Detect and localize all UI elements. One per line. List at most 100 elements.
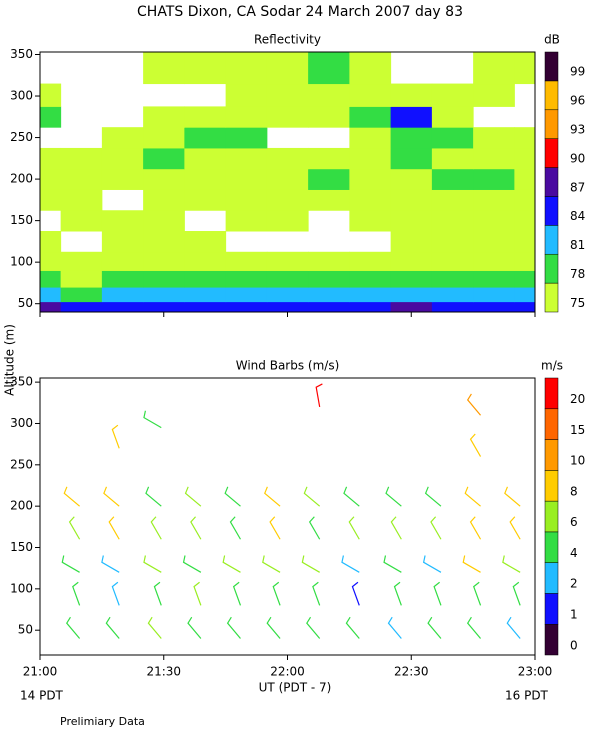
reflectivity-cell <box>143 106 185 128</box>
reflectivity-cell <box>40 106 62 128</box>
reflectivity-cell <box>60 270 103 288</box>
x-tick-label: 21:00 <box>23 665 58 679</box>
wind-barb <box>512 581 521 606</box>
colorbar-swatch <box>544 282 559 313</box>
reflectivity-cell <box>143 168 185 190</box>
reflectivity-cell <box>40 287 62 303</box>
reflectivity-cell <box>390 270 433 288</box>
wind-barb <box>351 581 360 606</box>
reflectivity-cell <box>266 189 309 211</box>
wind-barb <box>315 383 323 408</box>
panel-title: Reflectivity <box>254 33 321 47</box>
reflectivity-cell <box>308 301 350 313</box>
y-tick-label: 150 <box>10 540 33 554</box>
left-note: 14 PDT <box>20 689 64 703</box>
wind-barb <box>232 581 242 606</box>
wind-barb <box>509 516 521 540</box>
x-tick-label: 22:30 <box>394 665 429 679</box>
wind-barb <box>430 516 442 540</box>
wind-barb <box>229 516 241 540</box>
reflectivity-cell <box>349 52 392 85</box>
reflectivity-cell <box>308 147 350 170</box>
wind-barb <box>502 555 521 573</box>
reflectivity-cell <box>143 231 185 253</box>
reflectivity-cell <box>431 270 474 288</box>
x-axis-label: UT (PDT - 7) <box>259 681 332 695</box>
reflectivity-cell <box>184 231 227 253</box>
reflectivity-cell <box>308 106 350 128</box>
reflectivity-cell <box>473 301 515 313</box>
reflectivity-cell <box>60 251 103 271</box>
reflectivity-cell <box>431 287 474 303</box>
reflectivity-cell <box>225 83 268 107</box>
reflectivity-cell <box>473 83 515 107</box>
colorbar-tick-label: 0 <box>570 638 578 652</box>
reflectivity-cell <box>101 147 144 170</box>
reflectivity-cell <box>390 231 433 253</box>
wind-barb <box>111 581 120 606</box>
colorbar-swatch <box>544 253 559 284</box>
colorbar-tick-label: 1 <box>570 607 578 621</box>
reflectivity-cell <box>390 168 433 190</box>
wind-barb <box>145 486 162 507</box>
y-tick-label: 250 <box>10 457 33 471</box>
x-tick-label: 23:00 <box>518 665 553 679</box>
wind-barb <box>224 486 241 507</box>
wind-barb <box>387 616 402 639</box>
wind-barb <box>272 581 281 606</box>
y-tick-label: 100 <box>10 255 33 269</box>
colorbar-tick-label: 4 <box>570 546 578 560</box>
wind-barb <box>312 581 321 606</box>
wind-barb <box>504 486 521 507</box>
reflectivity-cell <box>184 189 227 211</box>
footer-note: Prelimiary Data <box>60 715 145 728</box>
reflectivity-cell <box>266 270 309 288</box>
colorbar-tick-label: 90 <box>570 151 585 165</box>
colorbar-tick-label: 96 <box>570 94 585 108</box>
reflectivity-cell <box>266 251 309 271</box>
reflectivity-cell <box>266 210 309 232</box>
reflectivity-cell <box>225 168 268 190</box>
reflectivity-cell <box>60 189 103 211</box>
y-tick-label: 350 <box>10 47 33 61</box>
y-tick-label: 250 <box>10 130 33 144</box>
reflectivity-cell <box>143 189 185 211</box>
wind-barb <box>433 581 442 606</box>
y-tick-label: 100 <box>10 581 33 595</box>
wind-barb <box>308 516 321 540</box>
x-tick-label: 21:30 <box>146 665 181 679</box>
reflectivity-cell <box>431 301 474 313</box>
colorbar-tick-label: 75 <box>570 296 585 310</box>
reflectivity-cell <box>514 147 536 170</box>
wind-barb <box>187 616 202 639</box>
wind-barb <box>63 486 80 507</box>
reflectivity-cell <box>390 189 433 211</box>
colorbar-swatch <box>544 531 559 563</box>
wind-barb <box>464 486 481 507</box>
reflectivity-cell <box>514 210 536 232</box>
reflectivity-cell <box>101 127 144 149</box>
reflectivity-cell <box>390 287 433 303</box>
colorbar-tick-label: 93 <box>570 123 585 137</box>
reflectivity-cell <box>101 287 144 303</box>
reflectivity-cell <box>308 52 350 85</box>
reflectivity-cell <box>60 287 103 303</box>
reflectivity-cell <box>514 251 536 271</box>
colorbar-swatch <box>544 51 559 82</box>
colorbar-swatch <box>544 562 559 594</box>
colorbar-tick-label: 99 <box>570 65 585 79</box>
wind-barb <box>143 410 162 429</box>
reflectivity-cell <box>308 168 350 190</box>
reflectivity-cell <box>184 127 227 149</box>
y-tick-label: 50 <box>18 623 33 637</box>
wind-barb <box>190 516 202 540</box>
reflectivity-cell <box>143 251 185 271</box>
reflectivity-cell <box>40 251 62 271</box>
wind-barb <box>182 555 202 573</box>
reflectivity-cell <box>40 301 62 313</box>
plot-frame <box>39 377 536 656</box>
reflectivity-cell <box>184 270 227 288</box>
reflectivity-cell <box>349 168 392 190</box>
y-axis-label: Altitude (m) <box>3 324 17 396</box>
reflectivity-cell <box>308 189 350 211</box>
